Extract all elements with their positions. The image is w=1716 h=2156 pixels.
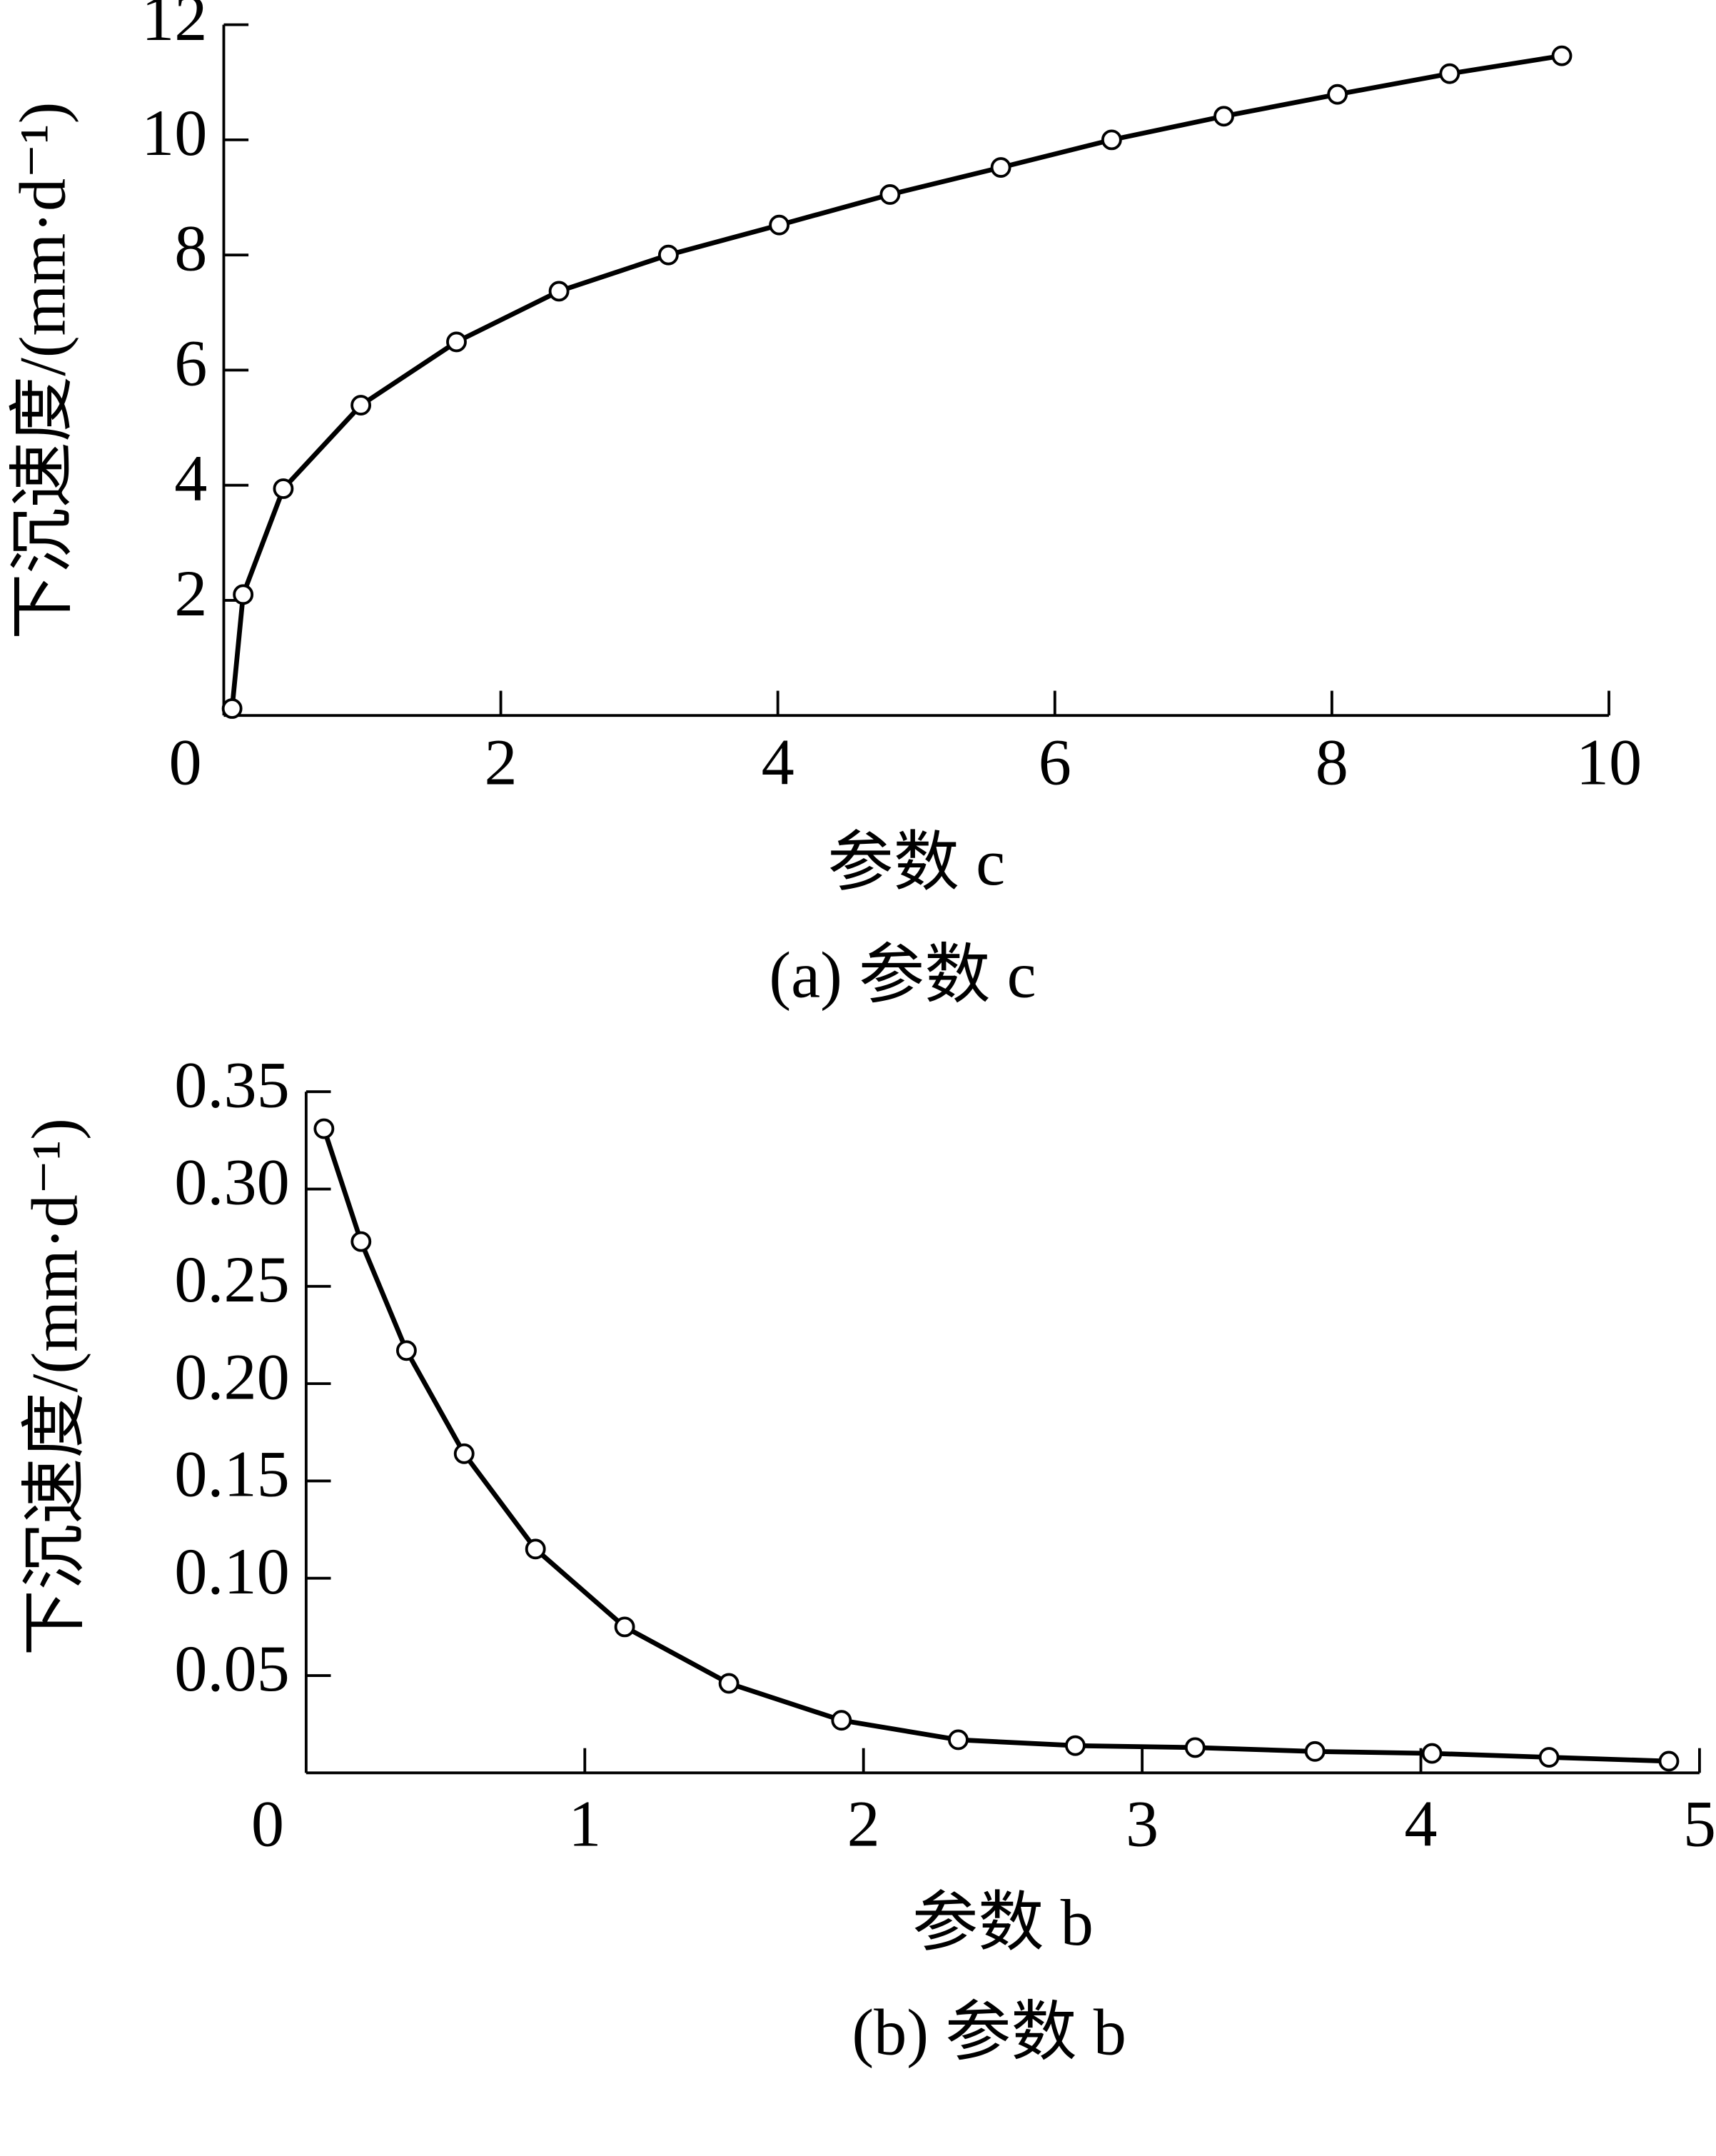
marker: [614, 1616, 635, 1638]
x-tick-label: 2: [485, 725, 518, 798]
marker: [350, 1231, 372, 1252]
y-axis-label: 下沉速度/(mm·d⁻¹): [6, 102, 79, 640]
x-tick-label: 2: [847, 1787, 880, 1860]
marker: [1658, 1751, 1680, 1772]
marker: [879, 184, 901, 205]
marker: [1551, 45, 1573, 66]
marker: [273, 478, 294, 499]
marker: [948, 1729, 969, 1751]
x-tick-label: 4: [762, 725, 794, 798]
marker: [313, 1118, 335, 1139]
marker: [1327, 84, 1348, 105]
y-tick-label: 10: [141, 96, 207, 169]
y-tick-label: 2: [174, 557, 207, 630]
marker: [657, 244, 679, 266]
x-tick-label: 0: [169, 725, 202, 798]
x-tick-label: 5: [1683, 1787, 1716, 1860]
x-tick-label: 6: [1039, 725, 1071, 798]
y-tick-label: 12: [141, 0, 207, 54]
marker: [1439, 63, 1460, 84]
marker: [525, 1538, 546, 1560]
y-tick-label: 0.35: [174, 1048, 290, 1121]
marker: [446, 331, 467, 353]
y-tick-label: 6: [174, 327, 207, 400]
x-tick-label: 0: [251, 1787, 284, 1860]
marker: [718, 1673, 740, 1694]
marker: [1064, 1735, 1086, 1756]
marker: [1421, 1743, 1443, 1764]
x-tick-label: 3: [1126, 1787, 1159, 1860]
line: [229, 53, 1563, 709]
marker: [1101, 129, 1122, 151]
y-axis-label: 下沉速度/(mm·d⁻¹): [19, 1118, 91, 1656]
x-tick-label: 8: [1316, 725, 1348, 798]
caption: (b) 参数 b: [852, 1996, 1126, 2069]
marker: [548, 281, 570, 302]
line: [321, 1127, 1670, 1764]
marker: [233, 584, 254, 605]
x-tick-label: 1: [568, 1787, 601, 1860]
x-tick-label: 10: [1576, 725, 1642, 798]
y-tick-label: 0.30: [174, 1146, 290, 1219]
marker: [990, 157, 1011, 178]
x-tick-label: 4: [1404, 1787, 1437, 1860]
y-tick-label: 0.15: [174, 1438, 290, 1511]
marker: [831, 1710, 852, 1731]
y-tick-label: 8: [174, 211, 207, 284]
marker: [395, 1340, 417, 1361]
marker: [1304, 1741, 1326, 1762]
y-tick-label: 0.05: [174, 1632, 290, 1705]
y-tick-label: 0.25: [174, 1243, 290, 1316]
marker: [1184, 1737, 1206, 1758]
marker: [350, 395, 372, 416]
x-axis-label: 参数 c: [827, 826, 1005, 899]
marker: [769, 214, 790, 236]
marker: [1213, 106, 1234, 127]
caption: (a) 参数 c: [769, 939, 1036, 1012]
marker: [221, 698, 243, 719]
marker: [453, 1443, 475, 1464]
x-axis-label: 参数 b: [912, 1886, 1094, 1959]
y-tick-label: 0.10: [174, 1535, 290, 1608]
marker: [1538, 1747, 1560, 1768]
y-tick-label: 0.20: [174, 1340, 290, 1413]
y-tick-label: 4: [174, 442, 207, 515]
